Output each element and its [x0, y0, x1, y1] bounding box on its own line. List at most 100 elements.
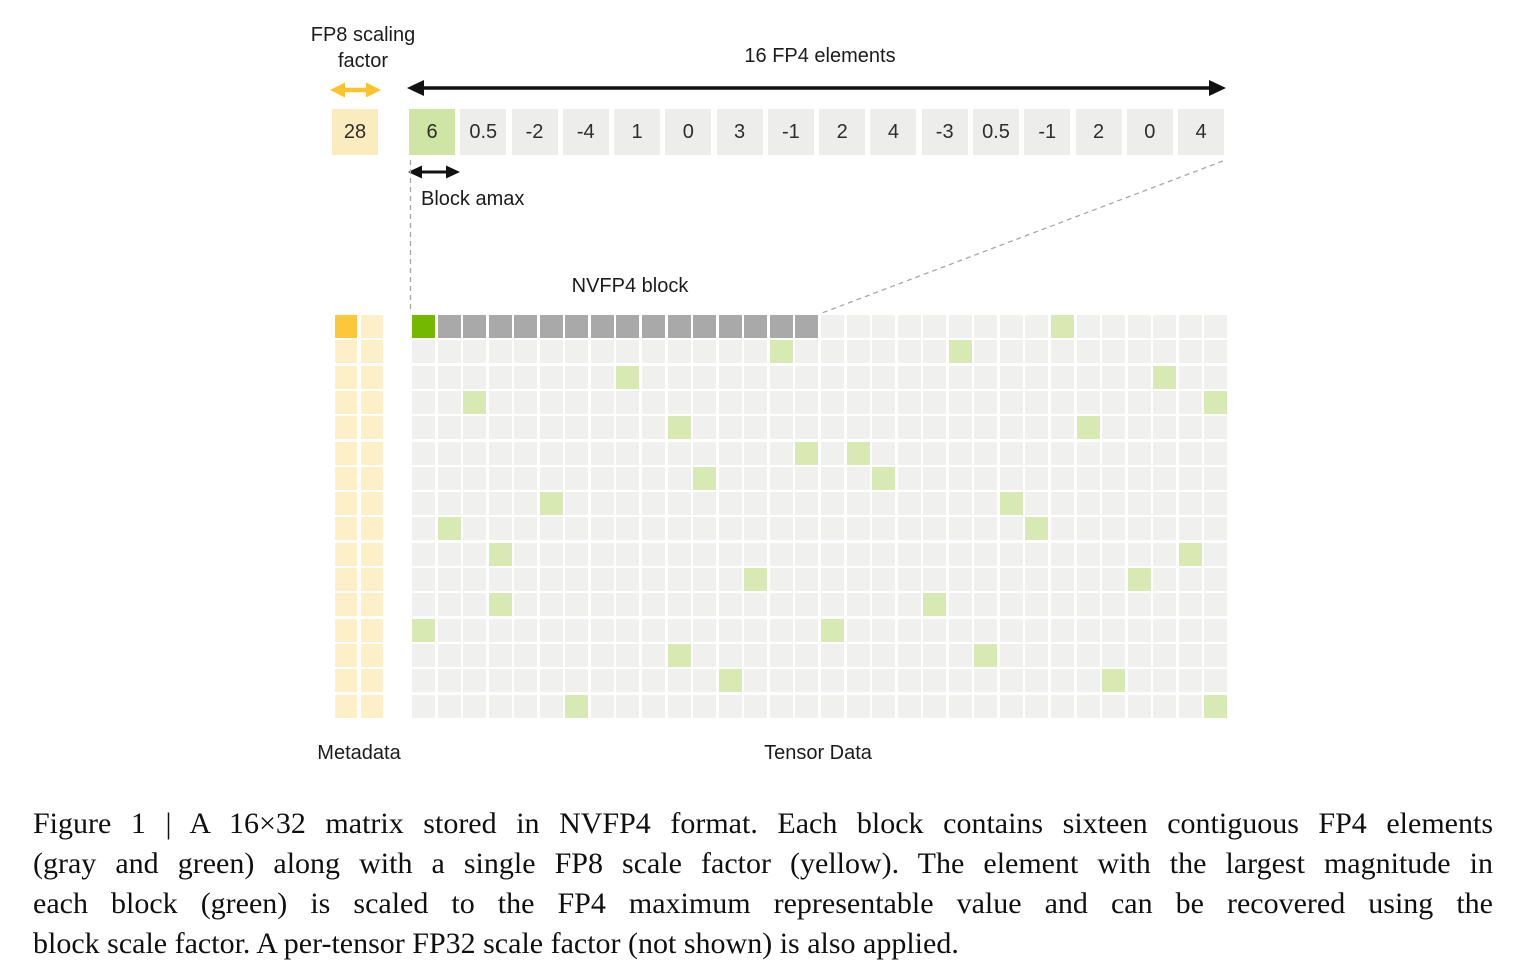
tensor-cell	[616, 517, 640, 541]
tensor-cell	[1178, 340, 1202, 364]
tensor-cell	[412, 365, 435, 389]
metadata-scale-cell	[360, 568, 383, 591]
tensor-cell	[846, 669, 870, 693]
tensor-cell	[769, 390, 793, 414]
tensor-cell	[769, 365, 793, 389]
tensor-amax-cell	[1204, 694, 1228, 718]
metadata-scale-cell	[335, 542, 357, 566]
tensor-cell	[412, 390, 435, 414]
tensor-cell	[974, 694, 998, 718]
tensor-cell	[820, 542, 844, 566]
tensor-amax-cell	[820, 618, 844, 642]
tensor-cell	[667, 340, 691, 364]
tensor-cell	[820, 441, 844, 465]
tensor-cell	[846, 466, 870, 490]
fp4-elements-label: 16 FP4 elements	[744, 45, 896, 67]
tensor-cell	[999, 593, 1023, 617]
tensor-cell	[1178, 568, 1202, 591]
tensor-cell	[846, 568, 870, 591]
tensor-cell	[820, 643, 844, 667]
tensor-cell	[463, 669, 487, 693]
fp4-elements-arrow	[407, 80, 1226, 96]
tensor-cell	[1127, 390, 1151, 414]
tensor-cell	[642, 492, 666, 516]
metadata-scale-cell	[335, 643, 357, 667]
tensor-cell	[412, 416, 435, 440]
tensor-cell	[412, 492, 435, 516]
tensor-cell	[872, 669, 896, 693]
tensor-block-amax-cell	[412, 315, 435, 338]
tensor-cell	[820, 315, 844, 338]
tensor-cell	[872, 315, 896, 338]
tensor-cell	[923, 669, 947, 693]
tensor-cell	[897, 441, 921, 465]
tensor-cell	[1051, 593, 1074, 617]
tensor-cell	[948, 390, 972, 414]
tensor-cell	[795, 365, 819, 389]
metadata-scale-cell	[335, 593, 357, 617]
tensor-cell	[1076, 542, 1100, 566]
tensor-cell	[514, 517, 538, 541]
tensor-cell	[1076, 315, 1100, 338]
tensor-cell	[1025, 466, 1049, 490]
tensor-cell	[1102, 517, 1126, 541]
fp4-element-cell: 3	[716, 109, 763, 155]
metadata-scale-cell	[360, 466, 383, 490]
tensor-cell	[437, 416, 461, 440]
tensor-cell	[1204, 643, 1228, 667]
tensor-amax-cell	[1204, 390, 1228, 414]
tensor-cell	[412, 694, 435, 718]
tensor-cell	[897, 669, 921, 693]
tensor-cell	[1153, 441, 1177, 465]
fp4-element-cell: 0	[1126, 109, 1173, 155]
tensor-cell	[642, 643, 666, 667]
tensor-cell	[795, 669, 819, 693]
tensor-cell	[999, 568, 1023, 591]
tensor-cell	[948, 517, 972, 541]
tensor-cell	[693, 568, 717, 591]
tensor-cell	[1076, 441, 1100, 465]
tensor-cell	[1178, 669, 1202, 693]
tensor-cell	[514, 643, 538, 667]
tensor-cell	[1025, 669, 1049, 693]
tensor-cell	[718, 618, 742, 642]
tensor-cell	[948, 694, 972, 718]
tensor-cell	[642, 441, 666, 465]
tensor-cell	[795, 694, 819, 718]
tensor-cell	[1076, 517, 1100, 541]
tensor-amax-cell	[999, 492, 1023, 516]
metadata-scale-cell-highlighted	[335, 315, 357, 338]
tensor-cell	[897, 694, 921, 718]
tensor-data-label: Tensor Data	[764, 742, 872, 764]
tensor-cell	[974, 441, 998, 465]
caption-line: (gray and green) along with a single FP8…	[33, 847, 1493, 880]
tensor-cell	[693, 365, 717, 389]
tensor-cell	[795, 390, 819, 414]
tensor-cell	[820, 365, 844, 389]
tensor-cell	[923, 340, 947, 364]
tensor-cell	[948, 315, 972, 338]
tensor-cell	[846, 593, 870, 617]
tensor-cell	[1076, 669, 1100, 693]
tensor-cell	[667, 568, 691, 591]
tensor-cell	[437, 441, 461, 465]
tensor-cell	[463, 643, 487, 667]
metadata-scale-cell	[335, 441, 357, 465]
tensor-cell	[744, 390, 768, 414]
metadata-scale-cell	[335, 466, 357, 490]
tensor-cell	[1051, 441, 1074, 465]
tensor-cell	[514, 390, 538, 414]
tensor-cell	[412, 669, 435, 693]
tensor-cell	[948, 416, 972, 440]
tensor-cell	[437, 593, 461, 617]
tensor-cell	[1076, 365, 1100, 389]
tensor-cell	[923, 517, 947, 541]
tensor-cell	[667, 365, 691, 389]
tensor-cell	[872, 694, 896, 718]
tensor-cell	[948, 542, 972, 566]
tensor-block-cell	[744, 315, 768, 338]
tensor-cell	[693, 542, 717, 566]
tensor-cell	[1025, 441, 1049, 465]
tensor-cell	[769, 542, 793, 566]
metadata-scale-cell	[360, 593, 383, 617]
